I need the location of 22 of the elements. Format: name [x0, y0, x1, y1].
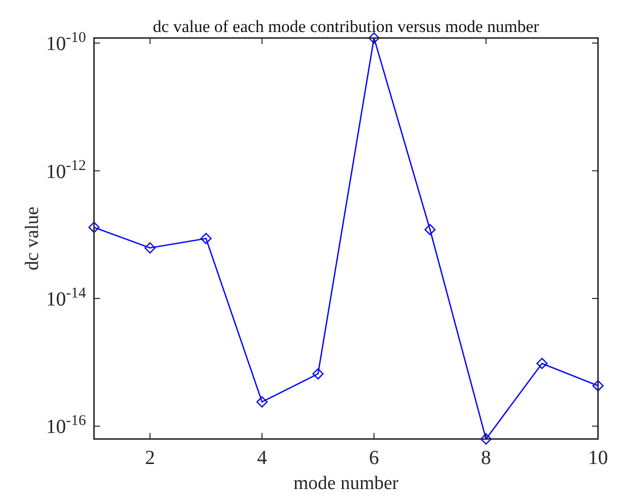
point [536, 358, 548, 370]
y-axis-title: dc value [22, 206, 43, 270]
point [592, 380, 604, 392]
point [144, 242, 156, 254]
x-axis-title: mode number [293, 473, 400, 494]
chart-title: dc value of each mode contribution versus mode number [152, 17, 540, 36]
x-tick-label: 8 [481, 447, 491, 469]
point [368, 32, 380, 44]
x-tick-label: 6 [369, 447, 379, 469]
point [480, 433, 492, 445]
x-tick-label: 4 [257, 447, 267, 469]
x-tick-label: 10 [588, 447, 608, 469]
point [88, 222, 100, 233]
x-tick-label: 2 [145, 447, 155, 469]
point [256, 396, 268, 408]
point [200, 232, 212, 244]
y-tick-label: 10$^{-16}$ [46, 413, 86, 438]
point [312, 368, 324, 380]
y-tick-label: 10$^{-12}$ [46, 158, 86, 183]
y-tick-label: 10$^{-14}$ [46, 285, 86, 310]
point [424, 224, 436, 236]
y-tick-label: 10$^{-10}$ [46, 30, 86, 56]
